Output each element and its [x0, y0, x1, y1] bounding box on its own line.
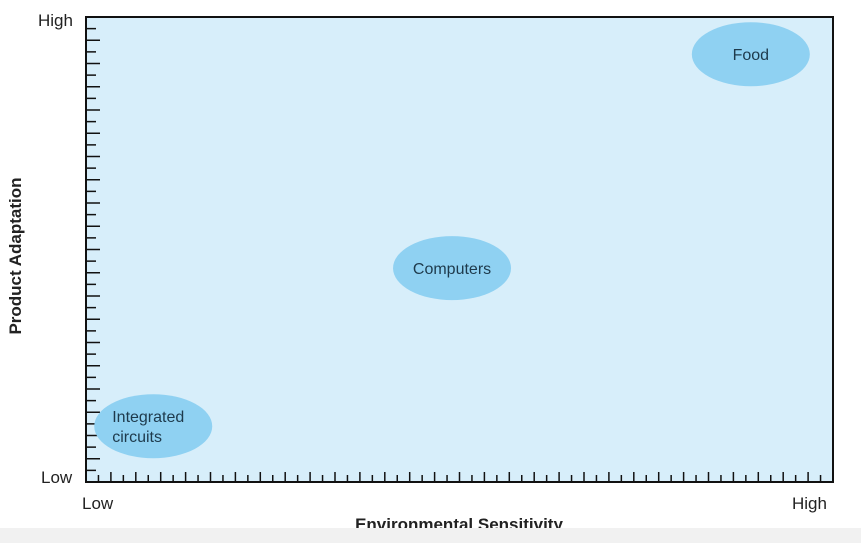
bubble-ellipse — [94, 394, 213, 459]
bubbles: Integrated circuits Computers Food — [94, 22, 810, 459]
bottom-band — [0, 528, 861, 543]
bubble-ellipse — [393, 236, 512, 301]
y-axis-title: Product Adaptation — [6, 177, 25, 334]
bubble-label: Food — [733, 47, 769, 64]
bubble-label: Integrated — [112, 409, 184, 426]
y-tick-label-high: High — [38, 11, 73, 30]
bubble-point: Integrated circuits — [94, 394, 213, 459]
bubble-point: Computers — [393, 236, 512, 301]
x-tick-label-low: Low — [82, 494, 114, 513]
bubble-label: Computers — [413, 261, 491, 278]
bubble-point: Food — [691, 22, 810, 87]
bubble-label: circuits — [112, 429, 162, 446]
y-tick-label-low: Low — [41, 468, 73, 487]
x-tick-label-high: High — [792, 494, 827, 513]
bubble-ellipse — [691, 22, 810, 87]
